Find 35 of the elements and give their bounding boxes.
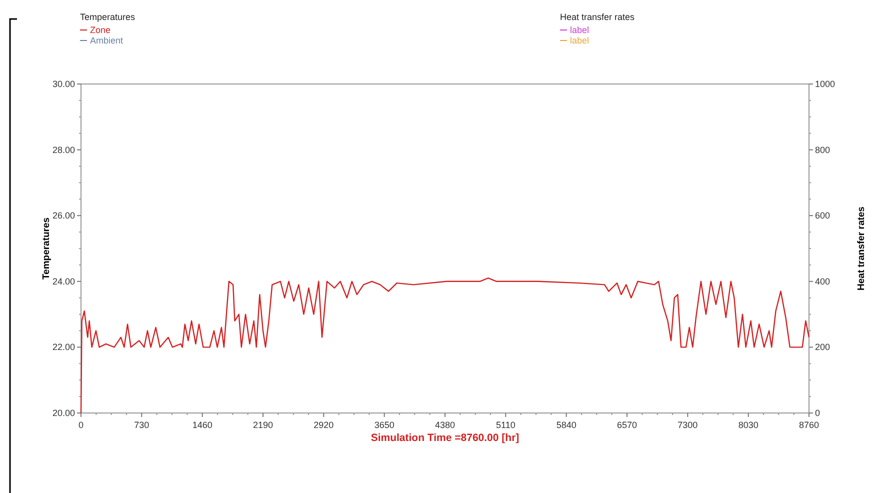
y-tick-label: 22.00 xyxy=(52,342,75,352)
x-tick-label: 2920 xyxy=(314,420,334,430)
y-tick-label: 20.00 xyxy=(52,408,75,418)
x-tick-label: 5840 xyxy=(556,420,576,430)
y-axis-title: Temperatures xyxy=(41,217,52,280)
x-tick-label: 7300 xyxy=(678,420,698,430)
x-tick-label: 3650 xyxy=(374,420,394,430)
y-tick-label: 24.00 xyxy=(52,276,75,286)
x-tick-label: 0 xyxy=(78,420,84,430)
y2-axis-title: Heat transfer rates xyxy=(856,206,867,290)
y2-tick-label: 200 xyxy=(815,342,830,352)
line-series xyxy=(80,278,810,414)
y-tick-label: 26.00 xyxy=(52,210,75,221)
x-tick-label: 1460 xyxy=(192,420,212,430)
x-tick-label: 4380 xyxy=(434,420,456,430)
text: Temperatures xyxy=(80,12,136,22)
y2-tick-label: 800 xyxy=(815,144,830,155)
y2-tick-label: 1000 xyxy=(815,79,836,89)
y-tick-label: 30.00 xyxy=(52,79,75,89)
y2-tick-label: 600 xyxy=(815,210,830,221)
legend-label: Zone xyxy=(90,25,111,35)
legend-label: label xyxy=(570,25,590,35)
x-axis-title: Simulation Time =8760.00 [hr] xyxy=(370,432,520,444)
y2-tick-label: 400 xyxy=(815,276,830,286)
x-tick-label: 2190 xyxy=(252,420,274,430)
x-tick-label: 730 xyxy=(134,420,150,430)
legend-label: label xyxy=(570,36,590,46)
y2-tick-label: 0 xyxy=(815,408,820,418)
legend-label: Ambient xyxy=(90,36,124,46)
y-tick-label: 28.00 xyxy=(52,144,75,155)
x-tick-label: 8030 xyxy=(738,420,758,430)
text: Heat transfer rates xyxy=(560,12,635,22)
x-tick-label: 5110 xyxy=(496,420,516,430)
x-tick-label: 6570 xyxy=(616,420,638,430)
x-tick-label: 8760 xyxy=(798,420,820,430)
